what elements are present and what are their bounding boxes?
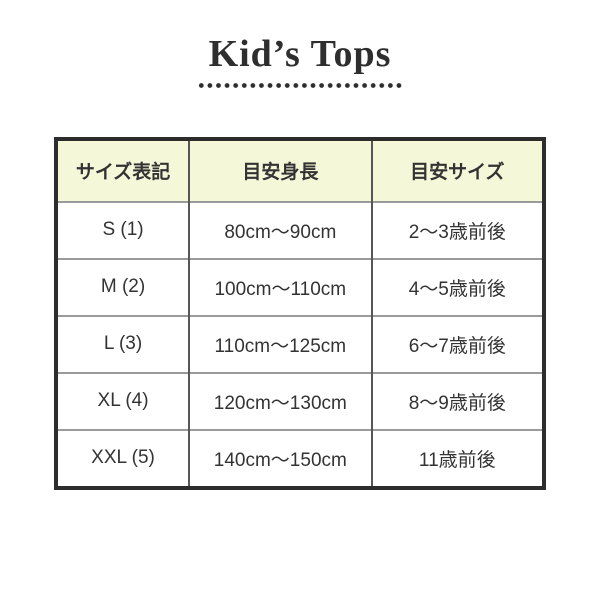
table-row: L (3) 110cm〜125cm 6〜7歳前後	[56, 314, 544, 373]
cell-age-range: 8〜9歳前後	[370, 371, 544, 430]
cell-age-range: 4〜5歳前後	[370, 257, 544, 316]
table-row: S (1) 80cm〜90cm 2〜3歳前後	[56, 200, 544, 259]
cell-size-label: L (3)	[56, 314, 190, 373]
page-title: Kid’s Tops	[208, 33, 392, 75]
col-header-approx-size: 目安サイズ	[370, 138, 544, 202]
cell-size-label: XL (4)	[56, 371, 190, 430]
cell-height-range: 80cm〜90cm	[188, 200, 372, 259]
table-row: XXL (5) 140cm〜150cm 11歳前後	[56, 428, 544, 488]
table-header-row: サイズ表記 目安身長 目安サイズ	[56, 138, 544, 202]
title-underline-dots	[196, 81, 404, 89]
table-row: M (2) 100cm〜110cm 4〜5歳前後	[56, 257, 544, 316]
title-block: Kid’s Tops	[0, 0, 600, 89]
cell-age-range: 2〜3歳前後	[370, 200, 544, 259]
cell-age-range: 6〜7歳前後	[370, 314, 544, 373]
cell-size-label: M (2)	[56, 257, 190, 316]
cell-height-range: 140cm〜150cm	[188, 428, 372, 488]
table-row: XL (4) 120cm〜130cm 8〜9歳前後	[56, 371, 544, 430]
col-header-approx-height: 目安身長	[188, 138, 372, 202]
cell-size-label: S (1)	[56, 200, 190, 259]
cell-height-range: 100cm〜110cm	[188, 257, 372, 316]
size-table: サイズ表記 目安身長 目安サイズ S (1) 80cm〜90cm 2〜3歳前後 …	[54, 136, 546, 490]
col-header-size-notation: サイズ表記	[56, 138, 190, 202]
cell-height-range: 120cm〜130cm	[188, 371, 372, 430]
cell-size-label: XXL (5)	[56, 428, 190, 488]
cell-age-range: 11歳前後	[370, 428, 544, 488]
cell-height-range: 110cm〜125cm	[188, 314, 372, 373]
